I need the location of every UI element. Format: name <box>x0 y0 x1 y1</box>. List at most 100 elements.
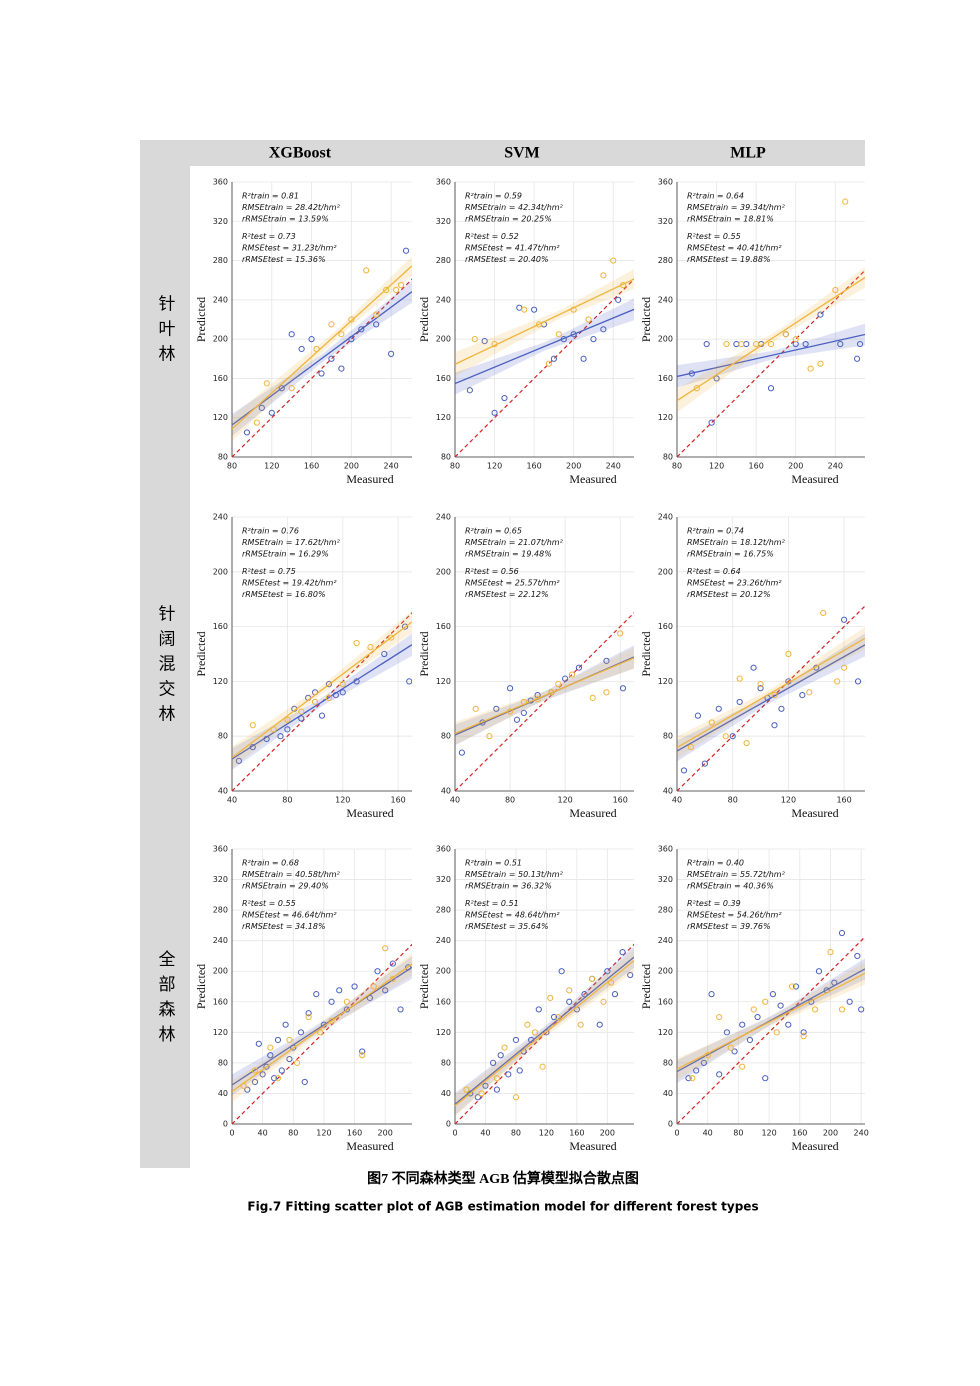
plot-area <box>677 929 865 1124</box>
stat-annotation: R²test = 0.73 <box>242 232 296 241</box>
point <box>516 1067 523 1074</box>
y-tick-label: 80 <box>441 732 451 741</box>
stat-annotation: RMSEtest = 19.42t/hm² <box>242 579 337 588</box>
x-tick-label: 160 <box>613 796 628 805</box>
stat-annotation: rRMSEtest = 39.76% <box>687 922 771 931</box>
y-tick-label: 120 <box>213 413 228 422</box>
y-axis-label: Predicted <box>417 631 431 676</box>
row-label: 针阔混交林 <box>156 604 176 729</box>
point <box>353 678 360 685</box>
fit-line <box>677 333 865 378</box>
stat-annotation: rRMSEtest = 20.12% <box>687 590 771 599</box>
point <box>534 692 541 699</box>
point <box>244 1086 251 1093</box>
point <box>402 247 410 254</box>
point <box>512 1036 520 1044</box>
point <box>467 1090 474 1097</box>
x-tick-label: 240 <box>383 462 398 471</box>
point <box>580 355 587 362</box>
y-tick-label: 320 <box>213 875 228 884</box>
point <box>358 326 365 333</box>
stat-annotation: RMSEtrain = 50.13t/hm² <box>465 870 564 879</box>
point <box>837 340 844 348</box>
stat-annotation: rRMSEtest = 16.80% <box>242 590 326 599</box>
point <box>506 685 514 692</box>
stat-annotation: rRMSEtrain = 36.32% <box>465 882 552 891</box>
stat-annotation: R²train = 0.65 <box>465 527 522 536</box>
point <box>520 709 527 717</box>
stat-annotation: R²test = 0.51 <box>465 899 519 908</box>
point <box>838 1006 846 1013</box>
y-tick-label: 80 <box>663 732 673 741</box>
point <box>313 991 320 998</box>
x-tick-label: 80 <box>728 796 738 805</box>
y-tick-label: 280 <box>213 256 228 265</box>
stat-annotation: RMSEtrain = 40.58t/hm² <box>242 870 341 879</box>
point <box>615 296 622 303</box>
stat-annotation: R²train = 0.74 <box>687 527 744 536</box>
y-tick-label: 80 <box>441 1058 451 1067</box>
point <box>716 1013 723 1021</box>
y-tick-label: 240 <box>213 295 228 304</box>
point <box>708 991 715 998</box>
point <box>290 1044 297 1051</box>
fit-line <box>455 308 634 385</box>
point <box>815 968 823 975</box>
plot-area <box>232 610 412 791</box>
point <box>382 945 389 952</box>
y-tick-label: 160 <box>436 997 451 1006</box>
point <box>560 336 567 343</box>
y-tick-label: 280 <box>658 256 673 265</box>
point <box>491 340 498 348</box>
point <box>251 1078 259 1086</box>
point <box>249 722 256 729</box>
y-tick-label: 240 <box>658 295 673 304</box>
stat-annotation: RMSEtest = 25.57t/hm² <box>465 579 560 588</box>
stat-annotation: R²test = 0.55 <box>687 232 741 241</box>
point <box>853 355 861 362</box>
column-header: SVM <box>504 145 540 162</box>
point <box>366 994 373 1002</box>
x-tick-label: 80 <box>227 462 237 471</box>
point <box>566 987 573 994</box>
point <box>581 991 588 998</box>
point <box>689 1075 696 1082</box>
panel: 0 40 80 120 160 200 240 280 320 360 0 40 80 120 160 200… <box>639 845 869 1153</box>
y-axis-label: Predicted <box>639 631 653 676</box>
fit-line <box>677 644 865 752</box>
point <box>610 257 617 264</box>
plot-area <box>455 943 634 1124</box>
y-tick-label: 240 <box>436 936 451 945</box>
point <box>617 630 624 637</box>
stat-annotation: rRMSEtest = 34.18% <box>242 922 326 931</box>
x-tick-label: 80 <box>672 462 682 471</box>
stat-annotation: RMSEtrain = 55.72t/hm² <box>687 870 786 879</box>
point <box>785 650 792 658</box>
y-tick-label: 280 <box>436 906 451 915</box>
x-axis-label: Measured <box>569 1139 616 1153</box>
x-tick-label: 0 <box>674 1129 679 1138</box>
point <box>704 1052 711 1059</box>
fit-line <box>677 276 865 402</box>
point <box>566 998 573 1005</box>
x-tick-label: 160 <box>836 796 851 805</box>
reference-line <box>677 269 865 457</box>
y-tick-label: 240 <box>436 513 451 522</box>
point <box>373 321 380 328</box>
point <box>531 306 538 313</box>
point <box>401 623 409 630</box>
stat-annotation: R²train = 0.81 <box>242 192 299 201</box>
y-tick-label: 200 <box>436 335 451 344</box>
point <box>769 991 777 998</box>
x-tick-label: 240 <box>828 462 843 471</box>
y-axis-label: Predicted <box>194 297 208 342</box>
plot-area <box>677 198 865 457</box>
y-axis-label: Predicted <box>194 964 208 1009</box>
stat-annotation: rRMSEtest = 19.88% <box>687 255 771 264</box>
y-tick-label: 160 <box>213 622 228 631</box>
x-tick-label: 200 <box>566 462 581 471</box>
point <box>493 1075 500 1082</box>
x-tick-label: 160 <box>347 1129 362 1138</box>
point <box>701 760 708 767</box>
point <box>251 1067 259 1074</box>
